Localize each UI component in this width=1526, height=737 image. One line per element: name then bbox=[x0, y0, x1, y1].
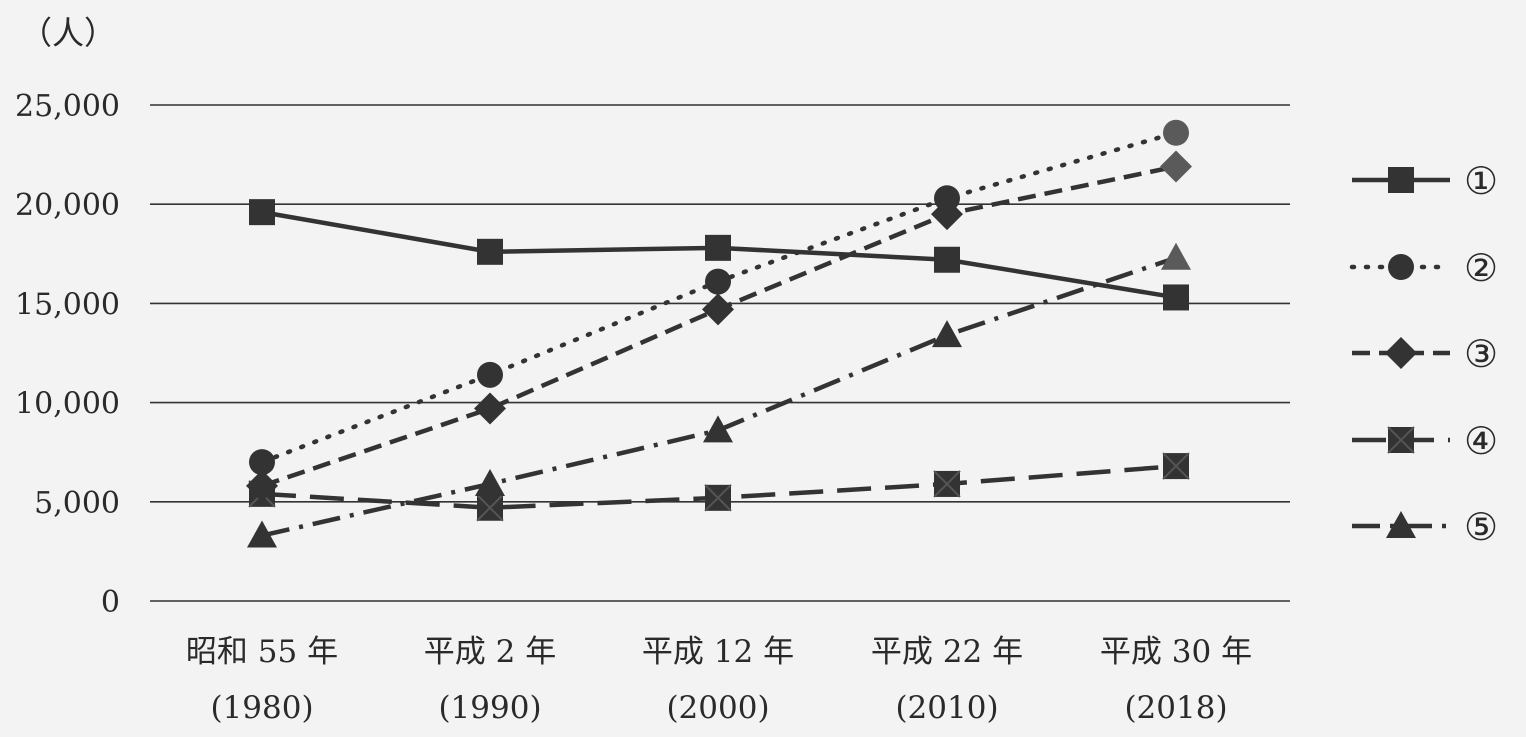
x-category-year-label: (2000) bbox=[666, 690, 769, 726]
x-category-year-label: (1990) bbox=[438, 690, 541, 726]
x-category-year-label: (2010) bbox=[895, 690, 998, 726]
series-5-point bbox=[247, 520, 277, 548]
x-category-label: 平成 12 年 bbox=[642, 634, 794, 670]
legend-label: ③ bbox=[1464, 332, 1498, 376]
series-4-point-cross bbox=[704, 484, 732, 512]
legend-marker-cross bbox=[1387, 426, 1415, 454]
series-5 bbox=[247, 242, 1191, 548]
series-4-point-cross bbox=[476, 494, 504, 522]
series-5-point bbox=[1161, 242, 1191, 270]
series-5-point bbox=[932, 320, 962, 348]
x-category-label: 昭和 55 年 bbox=[186, 634, 338, 670]
series-3-point bbox=[702, 293, 734, 326]
legend-entry-3: ③ bbox=[1352, 332, 1498, 376]
series-3-point bbox=[246, 469, 278, 502]
x-category-label: 平成 30 年 bbox=[1100, 634, 1252, 670]
legend-label: ④ bbox=[1464, 419, 1498, 463]
series-1-point bbox=[705, 234, 731, 261]
y-axis-tick-labels: 0 5,000 10,000 15,000 20,000 25,000 bbox=[15, 89, 120, 620]
series-2-point bbox=[934, 185, 960, 212]
series-1-point bbox=[934, 246, 960, 273]
series-2-point bbox=[477, 361, 503, 388]
legend-label: ② bbox=[1464, 246, 1498, 290]
x-category-year-label: (1980) bbox=[210, 690, 313, 726]
x-category-label: 平成 2 年 bbox=[424, 634, 556, 670]
legend-entry-5: ⑤ bbox=[1352, 505, 1498, 549]
legend-marker bbox=[1388, 167, 1414, 193]
y-tick-label: 0 bbox=[101, 585, 120, 620]
series-4-point-cross bbox=[933, 470, 961, 498]
legend-entry-1: ① bbox=[1352, 159, 1498, 203]
legend-entry-2: ② bbox=[1349, 246, 1498, 290]
series-3-point bbox=[1160, 150, 1192, 183]
gridlines bbox=[150, 104, 1290, 602]
x-category-label: 平成 22 年 bbox=[871, 634, 1023, 670]
y-tick-label: 20,000 bbox=[15, 188, 120, 223]
series-2 bbox=[249, 119, 1189, 476]
legend-entry-4: ④ bbox=[1352, 419, 1498, 463]
series-5-point bbox=[475, 468, 505, 496]
series-5-point bbox=[703, 415, 733, 443]
series-3-point bbox=[474, 392, 506, 425]
x-category-year-label: (2018) bbox=[1124, 690, 1227, 726]
series-lines bbox=[246, 119, 1192, 548]
legend-marker bbox=[1388, 254, 1414, 280]
series-1 bbox=[249, 199, 1189, 311]
series-4 bbox=[248, 452, 1190, 522]
legend: ① ② ③ ④ ⑤ bbox=[1349, 159, 1498, 549]
y-tick-label: 25,000 bbox=[15, 89, 120, 124]
legend-marker bbox=[1386, 511, 1416, 538]
series-1-point bbox=[249, 199, 275, 226]
series-5-line bbox=[261, 255, 1177, 538]
series-1-point bbox=[1163, 284, 1189, 311]
legend-marker bbox=[1385, 337, 1417, 369]
legend-label: ① bbox=[1464, 159, 1498, 203]
y-tick-label: 5,000 bbox=[34, 486, 120, 521]
series-4-point-cross bbox=[1162, 452, 1190, 480]
series-1-point bbox=[477, 238, 503, 265]
series-2-point bbox=[1163, 119, 1189, 146]
x-axis-category-labels: 昭和 55 年 (1980) 平成 2 年 (1990) 平成 12 年 (2000) 平成… bbox=[186, 634, 1252, 726]
legend-label: ⑤ bbox=[1464, 505, 1498, 549]
series-2-point bbox=[705, 268, 731, 295]
y-tick-label: 15,000 bbox=[15, 287, 120, 322]
series-3 bbox=[246, 150, 1192, 502]
series-2-point bbox=[249, 449, 275, 476]
y-tick-label: 10,000 bbox=[15, 387, 120, 422]
y-axis-unit-label: （人） bbox=[20, 14, 116, 52]
